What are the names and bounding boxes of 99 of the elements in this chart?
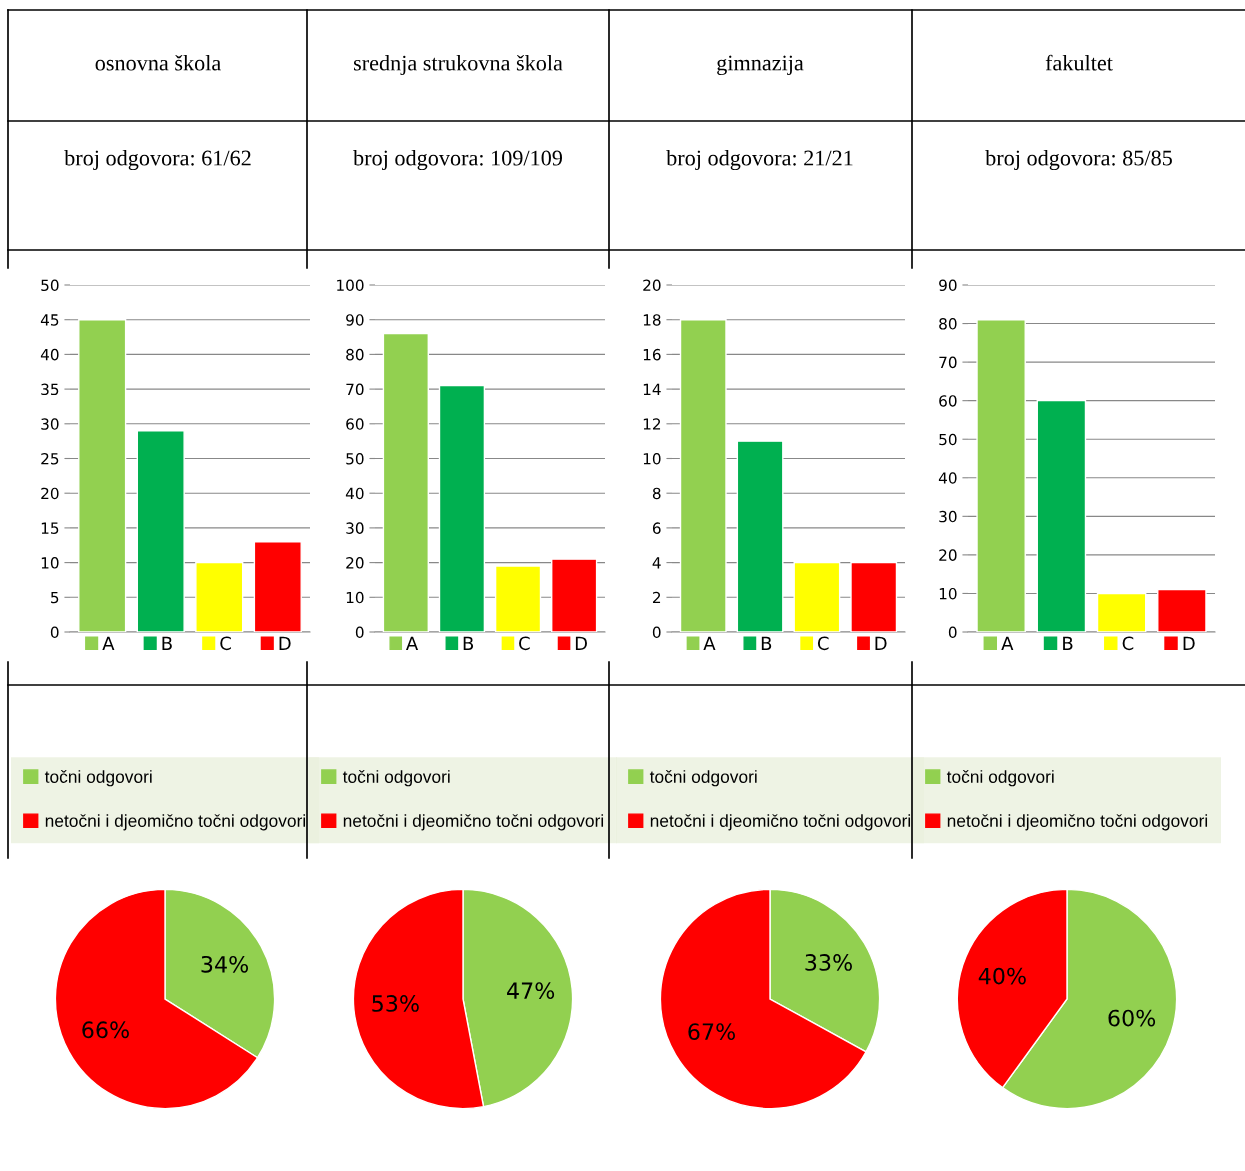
y-tick-label: 18 (643, 314, 661, 326)
data-label: 34% (201, 955, 249, 973)
x-tick-label: A (102, 636, 115, 650)
y-tick-label: 10 (939, 587, 957, 600)
legend-label: netočni i djeomično točni odgovori (650, 814, 911, 831)
y-tick-label: 60 (346, 418, 364, 430)
x-tick-label: A (703, 636, 716, 650)
x-tick-label: B (162, 636, 172, 650)
y-tick-label: 10 (346, 591, 364, 604)
bar (976, 319, 1026, 632)
y-tick-label: 25 (41, 452, 59, 465)
y-tick-label: 40 (40, 348, 59, 361)
y-tick-label: 20 (41, 487, 59, 500)
data-label: 66% (82, 1021, 129, 1039)
y-tick-label: 0 (355, 626, 364, 639)
y-tick-label: 30 (346, 522, 364, 534)
bar (382, 332, 429, 632)
x-tick-label: B (761, 636, 772, 650)
legend-label: točni odgovori (342, 770, 450, 787)
bar (1036, 399, 1087, 632)
bar (1157, 588, 1207, 632)
x-tick-label: C (220, 636, 231, 651)
bar (850, 561, 898, 632)
legend-label: točni odgovori (44, 770, 152, 787)
y-tick-label: 90 (939, 279, 957, 292)
bar (679, 319, 727, 632)
legend-label: netočni i djeomično točni odgovori (947, 814, 1208, 831)
bar (78, 319, 127, 632)
y-tick-label: 5 (51, 591, 59, 604)
bar (494, 565, 542, 632)
y-tick-label: 8 (652, 487, 661, 500)
x-tick-label: D (1183, 636, 1195, 650)
bar (793, 561, 841, 632)
y-tick-label: 20 (939, 549, 957, 561)
y-tick-label: 45 (40, 314, 59, 326)
y-tick-label: 12 (643, 418, 661, 430)
legend-label: netočni i djeomično točni odgovori (343, 814, 604, 831)
chart-title: osnovna škola (95, 54, 221, 71)
x-tick-label: C (519, 636, 530, 651)
data-label: 47% (507, 982, 555, 1000)
legend-label: netočni i djeomično točni odgovori (45, 814, 306, 831)
y-tick-label: 6 (652, 522, 661, 534)
y-tick-label: 2 (652, 591, 661, 604)
legend-label: točni odgovori (649, 770, 757, 787)
bar (736, 440, 784, 632)
data-label: 40% (978, 967, 1026, 985)
x-tick-label: C (1122, 636, 1134, 651)
y-tick-label: 4 (652, 557, 661, 569)
y-tick-label: 0 (50, 626, 59, 639)
y-tick-label: 50 (346, 452, 364, 465)
bar (136, 430, 185, 632)
y-tick-label: 80 (346, 348, 364, 361)
x-tick-label: B (463, 636, 474, 650)
y-tick-label: 16 (643, 348, 661, 361)
y-tick-label: 30 (939, 510, 957, 523)
x-tick-label: C (817, 636, 829, 651)
bar (438, 384, 486, 632)
data-label: 60% (1108, 1009, 1156, 1027)
chart-subtitle: broj odgovora: 85/85 (985, 149, 1172, 171)
chart-title: srednja strukovna škola (353, 54, 563, 76)
y-tick-label: 10 (41, 557, 59, 569)
chart-subtitle: broj odgovora: 109/109 (353, 149, 563, 171)
x-tick-label: A (1001, 636, 1014, 650)
y-tick-label: 60 (939, 395, 957, 407)
y-tick-label: 40 (345, 487, 364, 500)
y-tick-label: 100 (337, 279, 364, 292)
bar (253, 541, 302, 632)
y-tick-label: 50 (939, 433, 957, 446)
bar (1096, 592, 1147, 632)
x-tick-label: B (1063, 636, 1073, 650)
y-tick-label: 20 (346, 557, 364, 569)
y-tick-label: 15 (41, 522, 59, 534)
y-tick-label: 0 (652, 626, 661, 639)
y-tick-label: 14 (643, 383, 661, 395)
bar (551, 558, 598, 632)
y-tick-label: 90 (346, 314, 364, 326)
y-tick-label: 70 (939, 356, 957, 369)
x-tick-label: D (279, 636, 291, 650)
x-tick-label: D (875, 636, 887, 650)
y-tick-label: 20 (643, 279, 661, 292)
y-tick-label: 40 (938, 472, 957, 484)
legend-label: točni odgovori (946, 770, 1054, 787)
data-label: 33% (805, 954, 852, 971)
x-tick-label: A (405, 636, 419, 650)
y-tick-label: 80 (939, 318, 957, 330)
y-tick-label: 0 (948, 626, 957, 639)
chart-subtitle: broj odgovora: 61/62 (64, 149, 251, 171)
y-tick-label: 50 (41, 279, 59, 292)
y-tick-label: 70 (346, 383, 364, 396)
y-tick-label: 10 (643, 452, 661, 465)
chart-title: fakultet (1045, 54, 1113, 71)
y-tick-label: 35 (41, 383, 59, 396)
x-tick-label: D (575, 636, 587, 650)
y-tick-label: 30 (41, 418, 59, 430)
bar (195, 561, 244, 632)
data-label: 53% (372, 995, 419, 1012)
chart-title: gimnazija (717, 55, 804, 76)
chart-subtitle: broj odgovora: 21/21 (666, 149, 853, 171)
data-label: 67% (688, 1023, 735, 1041)
